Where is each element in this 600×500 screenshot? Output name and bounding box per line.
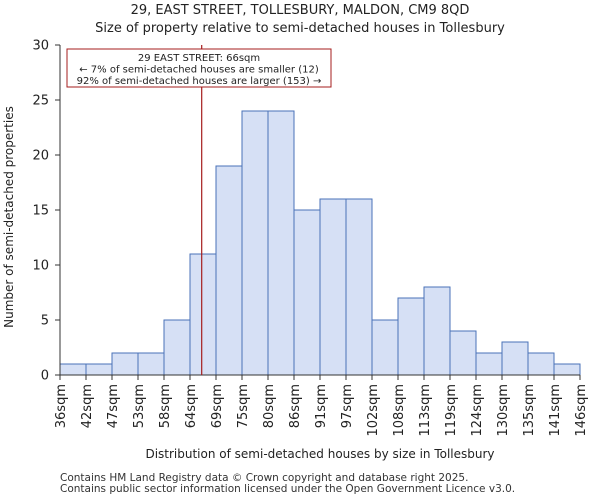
bar <box>371 319 399 376</box>
bar <box>397 297 425 376</box>
y-tick-label: 5 <box>41 314 49 329</box>
x-tick-label: 69sqm <box>210 384 225 428</box>
bar <box>423 286 451 376</box>
bar <box>59 363 87 376</box>
bar <box>293 209 321 376</box>
x-tick-label: 36sqm <box>54 384 69 428</box>
x-tick-label: 53sqm <box>132 384 147 428</box>
tick-labels: 0 5 10 15 20 25 30 36sqm 42sqm 47sqm 53sqm 58sqm 64s… <box>32 39 589 437</box>
annotation-box <box>66 48 332 88</box>
bar <box>475 352 503 376</box>
x-tick-label: 108sqm <box>392 384 407 437</box>
x-tick-label: 113sqm <box>418 384 433 437</box>
x-tick-label: 80sqm <box>262 384 277 428</box>
bar <box>189 253 217 376</box>
x-tick-label: 141sqm <box>548 384 563 437</box>
x-tick-label: 64sqm <box>184 384 199 428</box>
x-tick-label: 86sqm <box>288 384 303 428</box>
x-tick-label: 91sqm <box>314 384 329 428</box>
footer-line-2: Contains public sector information licen… <box>60 483 516 495</box>
x-axis-label: Distribution of semi-detached houses by … <box>145 447 494 461</box>
y-tick-label: 15 <box>32 204 49 219</box>
y-tick-label: 20 <box>32 149 49 164</box>
bars <box>59 110 581 376</box>
x-tick-label: 135sqm <box>522 384 537 437</box>
bar <box>85 363 113 376</box>
bar <box>163 319 191 376</box>
bar <box>267 110 295 376</box>
chart-subtitle: Size of property relative to semi-detach… <box>95 21 505 36</box>
bar <box>215 165 243 376</box>
annotation-line: 92% of semi-detached houses are larger (… <box>77 76 322 87</box>
annotation-line: ← 7% of semi-detached houses are smaller… <box>79 65 319 76</box>
footer-line-1: Contains HM Land Registry data © Crown c… <box>60 472 469 484</box>
bar <box>241 110 269 376</box>
x-tick-label: 119sqm <box>444 384 459 437</box>
chart-title: 29, EAST STREET, TOLLESBURY, MALDON, CM9… <box>130 3 470 18</box>
bar <box>553 363 581 376</box>
bar <box>345 198 373 376</box>
bar <box>319 198 347 376</box>
x-tick-label: 102sqm <box>366 384 381 437</box>
bar <box>501 341 529 376</box>
footer: Contains HM Land Registry data © Crown c… <box>60 473 515 495</box>
x-tick-label: 146sqm <box>574 384 589 437</box>
x-tick-label: 124sqm <box>470 384 485 437</box>
y-tick-label: 0 <box>41 369 49 384</box>
x-tick-label: 130sqm <box>496 384 511 437</box>
bar <box>527 352 555 376</box>
y-tick-label: 25 <box>32 94 49 109</box>
x-tick-label: 42sqm <box>80 384 95 428</box>
marker-group: 29 EAST STREET: 66sqm← 7% of semi-detach… <box>66 45 332 375</box>
x-tick-label: 97sqm <box>340 384 355 428</box>
y-tick-label: 10 <box>32 259 49 274</box>
annotation-line: 29 EAST STREET: 66sqm <box>138 53 260 64</box>
y-axis-label: Number of semi-detached properties <box>2 106 16 328</box>
bar <box>111 352 139 376</box>
bar <box>449 330 477 376</box>
x-tick-label: 75sqm <box>236 384 251 428</box>
y-tick-label: 30 <box>32 39 49 54</box>
bar <box>137 352 165 376</box>
x-tick-label: 58sqm <box>158 384 173 428</box>
x-tick-label: 47sqm <box>106 384 121 428</box>
